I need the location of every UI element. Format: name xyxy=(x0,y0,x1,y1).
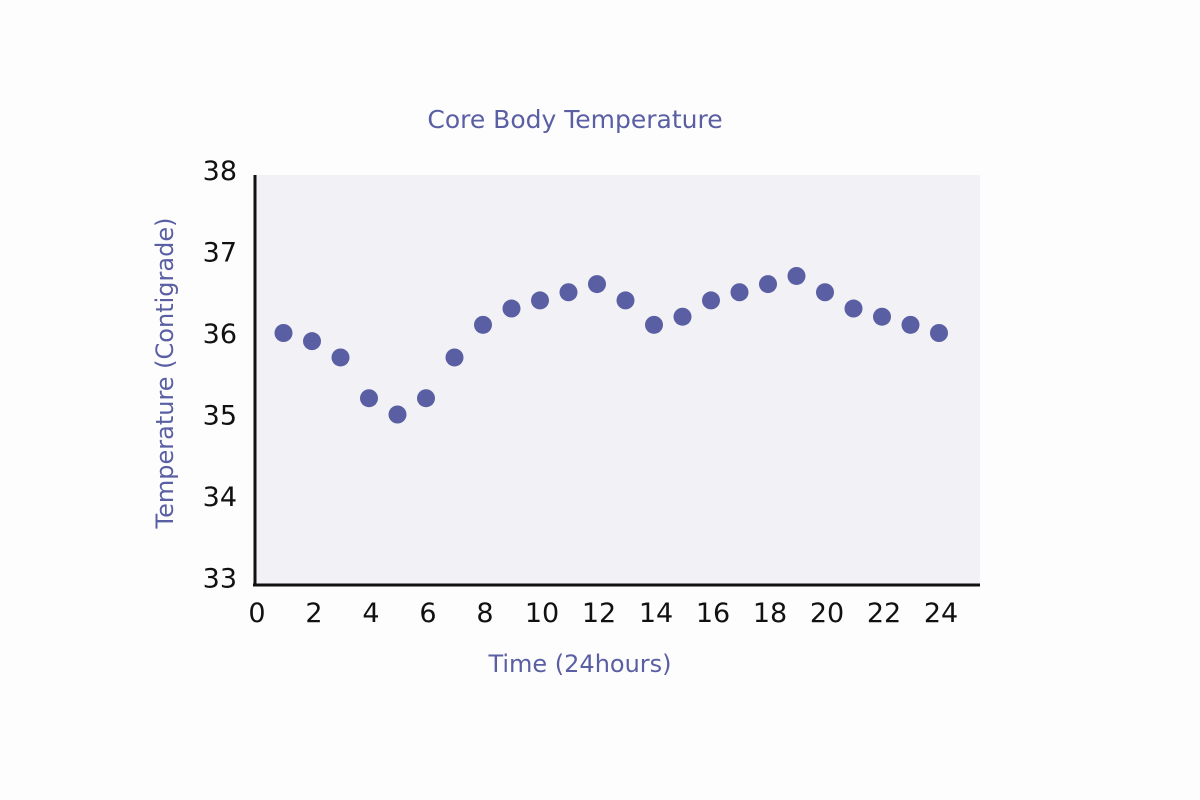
plot-area xyxy=(255,175,980,585)
y-tick-label: 34 xyxy=(203,482,237,513)
data-point xyxy=(303,332,321,351)
x-tick-label: 20 xyxy=(810,598,844,629)
x-tick-label: 18 xyxy=(753,598,787,629)
data-point xyxy=(616,291,635,310)
y-tick-label: 36 xyxy=(203,319,237,350)
x-tick-label: 2 xyxy=(305,598,322,629)
data-point xyxy=(502,299,521,318)
data-point xyxy=(588,275,606,294)
x-tick-label: 6 xyxy=(419,598,436,629)
data-point xyxy=(816,283,834,302)
data-point xyxy=(645,315,663,334)
x-axis-title: Time (24hours) xyxy=(487,650,671,678)
data-point xyxy=(445,348,464,367)
x-tick-label: 0 xyxy=(248,598,265,629)
x-tick-label: 14 xyxy=(639,598,673,629)
data-point xyxy=(787,266,806,285)
x-tick-label: 24 xyxy=(924,598,958,629)
x-tick-label: 22 xyxy=(867,598,901,629)
data-point xyxy=(702,291,720,310)
data-point xyxy=(673,307,692,326)
y-axis-ticks: 33 34 35 36 37 38 xyxy=(203,156,237,595)
data-points xyxy=(274,266,948,424)
data-point xyxy=(759,275,777,294)
y-tick-label: 33 xyxy=(203,564,237,595)
y-axis-title: Temperature (Contigrade) xyxy=(151,218,179,530)
x-tick-label: 16 xyxy=(696,598,730,629)
data-point xyxy=(844,299,863,318)
data-point xyxy=(901,315,920,334)
data-point xyxy=(417,389,435,408)
data-point xyxy=(730,283,749,302)
data-point xyxy=(930,324,948,342)
x-axis-ticks: 0 2 4 6 8 10 12 14 16 18 20 22 24 xyxy=(248,598,958,629)
x-tick-label: 8 xyxy=(476,598,493,629)
x-tick-label: 4 xyxy=(362,598,379,629)
x-tick-label: 10 xyxy=(525,598,559,629)
data-point xyxy=(360,389,378,408)
y-tick-label: 37 xyxy=(203,238,237,269)
data-point xyxy=(531,291,549,310)
chart-title: Core Body Temperature xyxy=(427,105,722,134)
x-tick-label: 12 xyxy=(582,598,616,629)
y-tick-label: 38 xyxy=(203,156,237,187)
data-point xyxy=(331,348,350,367)
data-point xyxy=(388,405,407,424)
data-point xyxy=(873,307,891,326)
y-tick-label: 35 xyxy=(203,401,237,432)
data-point xyxy=(474,315,492,334)
data-point xyxy=(559,283,578,302)
data-point xyxy=(274,324,293,342)
